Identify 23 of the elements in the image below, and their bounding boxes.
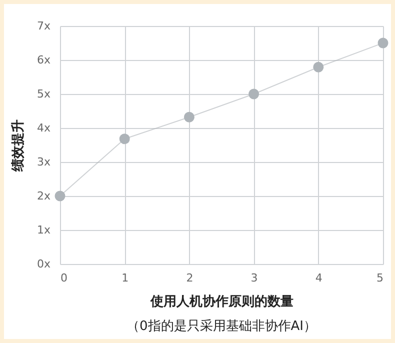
- y-tick-label: 2x: [36, 190, 51, 202]
- point: [119, 134, 130, 144]
- y-tick-label: 1x: [36, 224, 51, 236]
- y-tick-label: 4x: [36, 122, 51, 134]
- x-tick-label: 5: [376, 272, 384, 284]
- point: [313, 62, 324, 72]
- y-axis-title: 绩效提升: [10, 120, 26, 172]
- point: [54, 190, 66, 202]
- x-tick-label: 2: [186, 272, 194, 284]
- point: [184, 112, 194, 122]
- y-tick-label: 6x: [36, 54, 51, 66]
- y-tick-label: 5x: [36, 88, 51, 100]
- point: [248, 88, 260, 100]
- text: （0指的是只采用基础非协作AI）: [126, 319, 316, 334]
- x-tick-label: 0: [60, 272, 68, 284]
- point: [378, 38, 388, 48]
- x-tick-label: 3: [250, 272, 258, 284]
- y-tick-label: 7x: [36, 20, 51, 32]
- y-tick-label: 3x: [36, 156, 51, 168]
- x-axis-title: 使用人机协作原则的数量: [150, 294, 294, 310]
- y-tick-label: 0x: [36, 258, 51, 270]
- x-tick-label: 1: [122, 272, 129, 284]
- x-tick-label: 4: [315, 272, 322, 284]
